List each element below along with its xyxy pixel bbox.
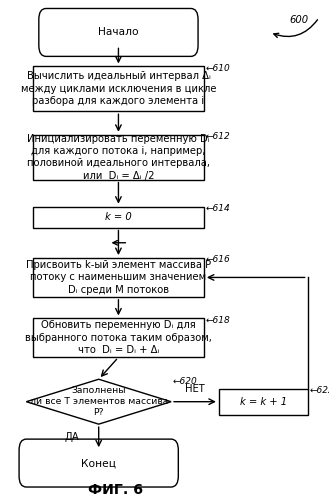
FancyBboxPatch shape (39, 8, 198, 56)
Text: Инициализировать переменную Dᵢ
для каждого потока i, например,
половиной идеальн: Инициализировать переменную Dᵢ для каждо… (27, 134, 210, 181)
Text: Вычислить идеальный интервал Δᵢ
между циклами исключения в цикле
разбора для каж: Вычислить идеальный интервал Δᵢ между ци… (21, 71, 216, 106)
Bar (33, 135, 204, 180)
Text: ←616: ←616 (206, 255, 230, 264)
Text: Обновить переменную Dᵢ для
выбранного потока таким образом,
что  Dᵢ = Dᵢ + Δᵢ: Обновить переменную Dᵢ для выбранного по… (25, 320, 212, 355)
Text: ←612: ←612 (206, 132, 230, 141)
Text: ←618: ←618 (206, 316, 230, 325)
Text: Конец: Конец (81, 458, 116, 468)
Bar (33, 66, 204, 111)
Text: ФИГ. 6: ФИГ. 6 (88, 483, 143, 497)
Text: Заполнены
ли все T элементов массива
P?: Заполнены ли все T элементов массива P? (30, 386, 168, 417)
Text: НЕТ: НЕТ (185, 384, 205, 394)
Text: k = 0: k = 0 (105, 212, 132, 222)
Bar (33, 318, 204, 357)
Text: Присвоить k-ый элемент массива P
потоку с наименьшим значением
Dᵢ среди M потоко: Присвоить k-ый элемент массива P потоку … (26, 260, 211, 295)
Polygon shape (26, 379, 171, 424)
Text: k = k + 1: k = k + 1 (240, 397, 287, 407)
FancyBboxPatch shape (19, 439, 178, 487)
Text: ДА: ДА (64, 432, 79, 442)
Bar (33, 258, 204, 297)
Text: 600: 600 (290, 15, 309, 25)
Text: ←620: ←620 (173, 377, 197, 386)
Text: Начало: Начало (98, 27, 139, 37)
Bar (219, 389, 308, 415)
Text: ←622: ←622 (309, 386, 329, 395)
Bar (33, 207, 204, 228)
Text: ←614: ←614 (206, 204, 230, 213)
Text: ←610: ←610 (206, 64, 230, 73)
